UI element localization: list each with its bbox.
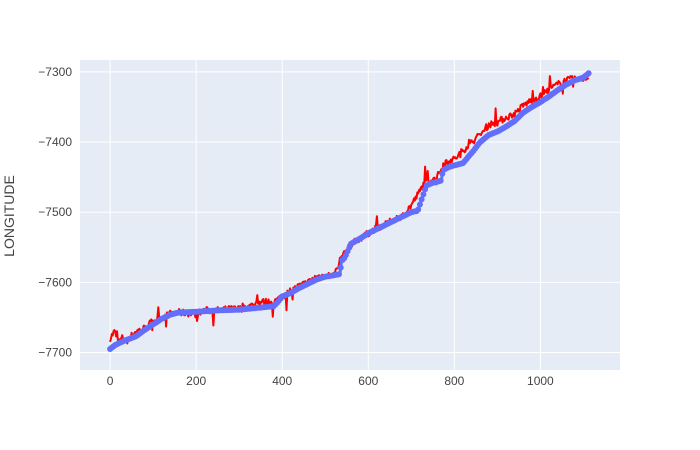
plot-area bbox=[80, 60, 620, 370]
y-tick-label: −7600 bbox=[38, 275, 72, 289]
series-marker-1 bbox=[337, 264, 344, 271]
y-tick-label: −7700 bbox=[38, 345, 72, 359]
series-marker-1 bbox=[420, 191, 427, 198]
series-layer bbox=[107, 70, 592, 352]
series-marker-1 bbox=[437, 177, 444, 184]
series-marker-1 bbox=[415, 206, 422, 213]
tick-layer: 0 200 400 600 800 1000 −7700 −7600 −7500 −7400 −73… bbox=[38, 65, 554, 388]
x-tick-label: 600 bbox=[358, 374, 378, 388]
x-tick-label: 800 bbox=[444, 374, 464, 388]
y-tick-label: −7400 bbox=[38, 135, 72, 149]
series-marker-1 bbox=[418, 196, 425, 203]
y-axis-title: LONGITUDE bbox=[1, 175, 17, 257]
x-tick-label: 1000 bbox=[527, 374, 554, 388]
y-tick-label: −7500 bbox=[38, 205, 72, 219]
y-tick-label: −7300 bbox=[38, 65, 72, 79]
x-tick-label: 400 bbox=[272, 374, 292, 388]
series-marker-1 bbox=[336, 271, 342, 278]
x-tick-label: 0 bbox=[107, 374, 114, 388]
series-marker-1 bbox=[416, 201, 423, 208]
grid-layer bbox=[80, 60, 620, 370]
series-marker-1 bbox=[585, 70, 592, 77]
x-tick-label: 200 bbox=[186, 374, 206, 388]
